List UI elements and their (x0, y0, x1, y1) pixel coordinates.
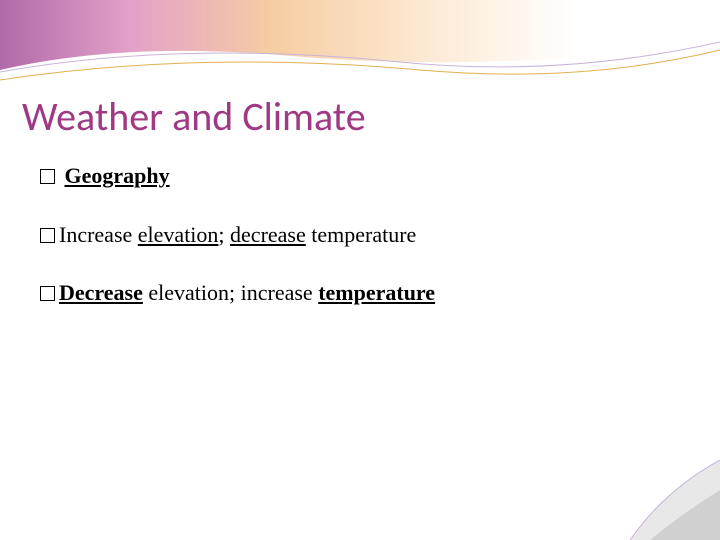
bullet-line-2: Decrease elevation; increase temperature (40, 279, 680, 308)
text-run: Decrease (59, 280, 143, 305)
text-run: elevation (138, 222, 219, 247)
slide-title: Weather and Climate (22, 92, 366, 141)
text-run: Geography (65, 163, 170, 188)
text-run: decrease (230, 222, 306, 247)
page-curl-decoration (610, 460, 720, 540)
text-run: elevation; increase (143, 280, 318, 305)
top-banner (0, 0, 720, 90)
bullet-marker-icon (40, 286, 55, 301)
bullet-line-1: Increase elevation; decrease temperature (40, 221, 680, 250)
bullet-line-0: Geography (40, 162, 680, 191)
text-run: Increase (59, 222, 138, 247)
content-area: Geography Increase elevation; decrease te… (40, 162, 680, 338)
text-run: temperature (318, 280, 435, 305)
bullet-marker-icon (40, 228, 55, 243)
text-run: temperature (306, 222, 417, 247)
bullet-marker-icon (40, 169, 55, 184)
text-run: ; (218, 222, 230, 247)
